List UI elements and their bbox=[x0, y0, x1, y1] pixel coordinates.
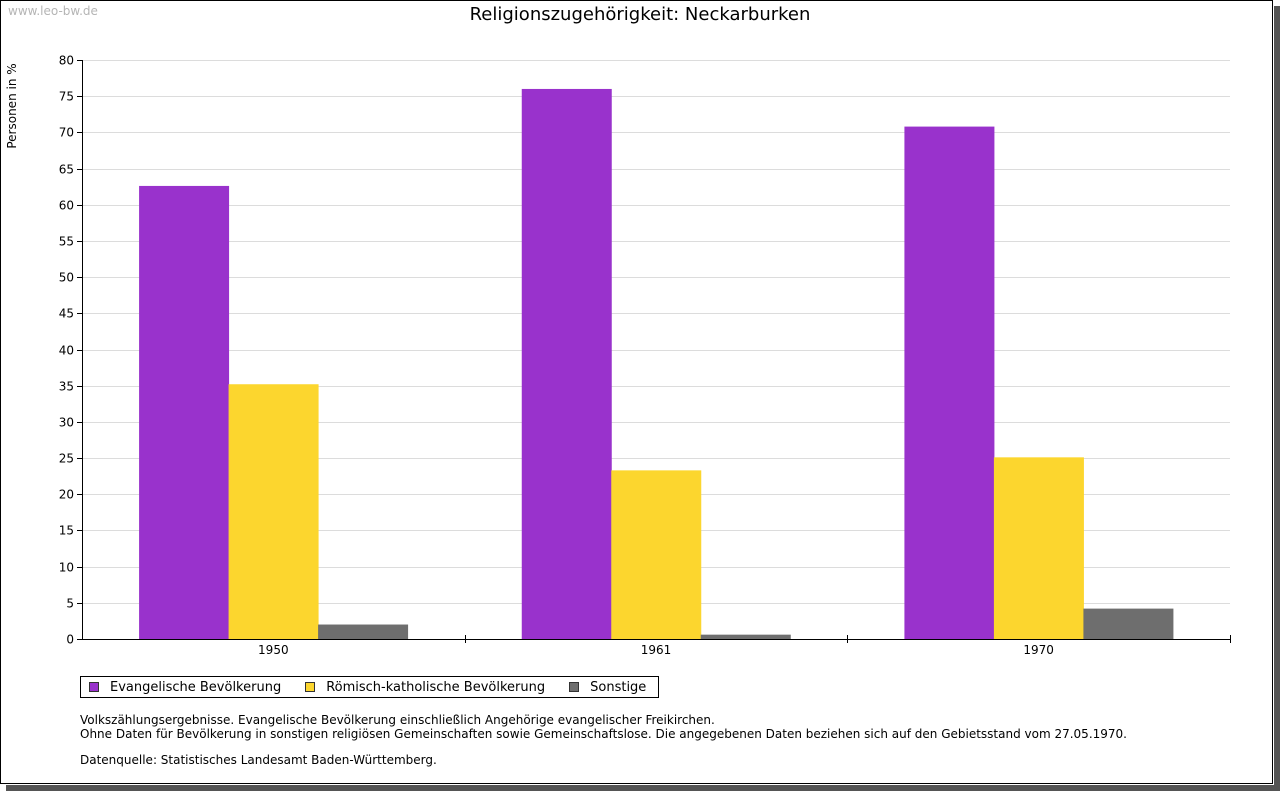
data-source: Datenquelle: Statistisches Landesamt Bad… bbox=[80, 753, 437, 767]
chart-title: Religionszugehörigkeit: Neckarburken bbox=[469, 4, 811, 25]
y-tick-label: 45 bbox=[59, 307, 74, 321]
legend-item: Römisch-katholische Bevölkerung bbox=[305, 680, 545, 695]
chart-notes: Volkszählungsergebnisse. Evangelische Be… bbox=[80, 713, 1127, 741]
legend-swatch bbox=[305, 682, 316, 692]
y-tick-label: 70 bbox=[59, 126, 74, 140]
bar bbox=[1083, 608, 1174, 639]
y-axis-label: Personen in % bbox=[5, 63, 19, 148]
bars bbox=[139, 88, 1174, 639]
bar bbox=[228, 384, 319, 639]
bar bbox=[904, 126, 995, 639]
y-tick-label: 80 bbox=[59, 54, 74, 68]
legend-swatch bbox=[569, 682, 580, 692]
bar bbox=[993, 457, 1084, 639]
y-tick-label: 25 bbox=[59, 452, 74, 466]
bar bbox=[611, 470, 702, 639]
y-tick-label: 30 bbox=[59, 416, 74, 430]
legend-label: Römisch-katholische Bevölkerung bbox=[326, 679, 546, 695]
legend-label: Sonstige bbox=[590, 679, 647, 695]
x-tick-label: 1950 bbox=[258, 643, 289, 657]
legend-swatch bbox=[89, 682, 99, 692]
y-tick-label: 5 bbox=[66, 597, 74, 611]
y-tick-label: 35 bbox=[59, 380, 74, 394]
frame-shadow-bottom bbox=[6, 785, 1280, 791]
legend-item: Evangelische Bevölkerung bbox=[89, 680, 281, 695]
x-tick-label: 1970 bbox=[1023, 643, 1054, 657]
y-tick-label: 65 bbox=[59, 163, 74, 177]
y-tick-label: 40 bbox=[59, 344, 74, 358]
x-tick-label: 1961 bbox=[641, 643, 672, 657]
bar bbox=[521, 88, 612, 639]
y-tick-label: 10 bbox=[59, 561, 74, 575]
bar bbox=[139, 185, 230, 639]
y-tick-label: 0 bbox=[66, 633, 74, 647]
y-tick-label: 75 bbox=[59, 90, 74, 104]
legend-label: Evangelische Bevölkerung bbox=[110, 679, 282, 695]
note-line: Volkszählungsergebnisse. Evangelische Be… bbox=[80, 713, 715, 727]
y-tick-label: 55 bbox=[59, 235, 74, 249]
legend-item: Sonstige bbox=[569, 680, 646, 695]
note-line: Ohne Daten für Bevölkerung in sonstigen … bbox=[80, 727, 1127, 741]
y-tick-label: 60 bbox=[59, 199, 74, 213]
bar bbox=[318, 624, 409, 639]
bar bbox=[700, 634, 791, 639]
y-tick-label: 20 bbox=[59, 488, 74, 502]
watermark: www.leo-bw.de bbox=[8, 4, 98, 18]
y-tick-label: 50 bbox=[59, 271, 74, 285]
axes: 0 5 10 15 20 25 30 35 40 45 50 55 60 65 70 75 80 1950 1961… bbox=[59, 54, 1231, 657]
legend: Evangelische Bevölkerung Römisch-katholis… bbox=[80, 676, 660, 698]
frame-shadow-right bbox=[1274, 6, 1280, 791]
bar-chart: 0 5 10 15 20 25 30 35 40 45 50 55 60 65 70 75 80 1950 1961… bbox=[5, 54, 1231, 657]
y-tick-label: 15 bbox=[59, 524, 74, 538]
